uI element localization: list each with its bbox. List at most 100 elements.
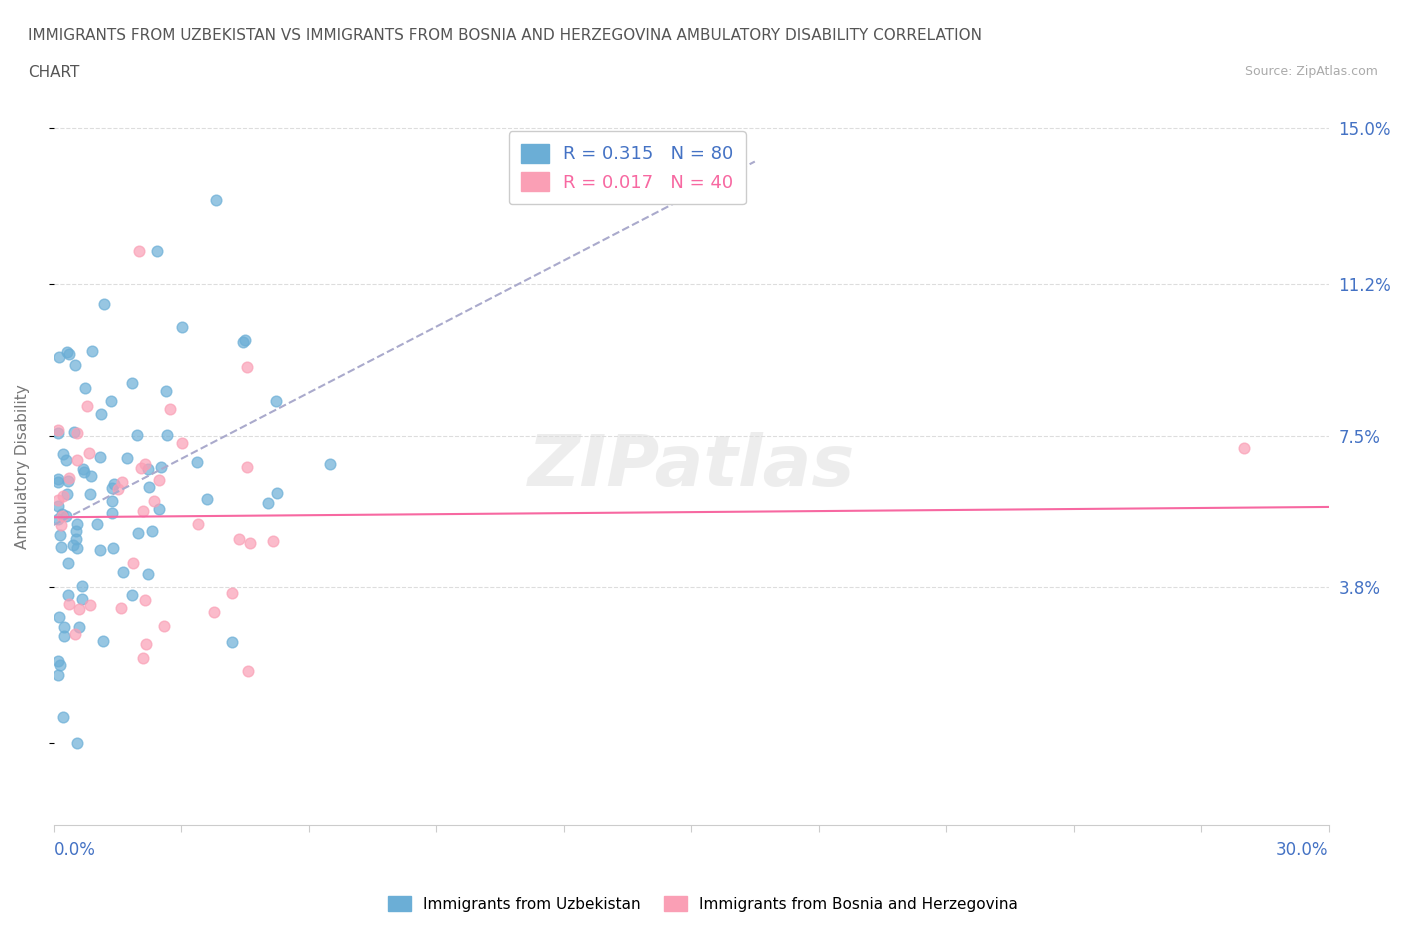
Immigrants from Uzbekistan xyxy=(72,464,94,479)
Immigrants from Bosnia and Herzegovina xyxy=(239,536,262,551)
Immigrants from Uzbekistan xyxy=(195,491,218,506)
Immigrants from Bosnia and Herzegovina xyxy=(76,399,98,414)
Immigrants from Bosnia and Herzegovina xyxy=(142,494,165,509)
Immigrants from Uzbekistan xyxy=(103,476,125,491)
Immigrants from Uzbekistan xyxy=(62,425,84,440)
Text: IMMIGRANTS FROM UZBEKISTAN VS IMMIGRANTS FROM BOSNIA AND HERZEGOVINA AMBULATORY : IMMIGRANTS FROM UZBEKISTAN VS IMMIGRANTS… xyxy=(28,28,983,43)
Immigrants from Bosnia and Herzegovina xyxy=(49,518,72,533)
Legend: Immigrants from Uzbekistan, Immigrants from Bosnia and Herzegovina: Immigrants from Uzbekistan, Immigrants f… xyxy=(382,889,1024,918)
Immigrants from Bosnia and Herzegovina xyxy=(46,422,69,437)
Immigrants from Uzbekistan xyxy=(232,334,254,349)
Immigrants from Bosnia and Herzegovina xyxy=(135,637,157,652)
Immigrants from Uzbekistan xyxy=(48,350,70,365)
Immigrants from Bosnia and Herzegovina xyxy=(221,586,243,601)
Immigrants from Uzbekistan xyxy=(49,658,72,672)
Immigrants from Uzbekistan xyxy=(89,543,111,558)
Immigrants from Bosnia and Herzegovina xyxy=(129,461,152,476)
Immigrants from Uzbekistan xyxy=(93,633,115,648)
Immigrants from Uzbekistan xyxy=(155,384,177,399)
Text: 0.0%: 0.0% xyxy=(53,842,96,859)
Legend: R = 0.315   N = 80, R = 0.017   N = 40: R = 0.315 N = 80, R = 0.017 N = 40 xyxy=(509,131,745,205)
Immigrants from Bosnia and Herzegovina xyxy=(110,600,132,615)
Immigrants from Uzbekistan xyxy=(100,481,122,496)
Immigrants from Uzbekistan xyxy=(46,667,69,682)
Immigrants from Bosnia and Herzegovina xyxy=(134,593,156,608)
Immigrants from Bosnia and Herzegovina xyxy=(67,601,90,616)
Immigrants from Uzbekistan xyxy=(79,469,101,484)
Y-axis label: Ambulatory Disability: Ambulatory Disability xyxy=(15,384,30,549)
Immigrants from Uzbekistan xyxy=(136,462,159,477)
Immigrants from Bosnia and Herzegovina xyxy=(66,453,89,468)
Immigrants from Bosnia and Herzegovina xyxy=(58,597,80,612)
Immigrants from Uzbekistan xyxy=(56,556,79,571)
Immigrants from Uzbekistan xyxy=(264,393,287,408)
Immigrants from Bosnia and Herzegovina xyxy=(187,517,209,532)
Immigrants from Uzbekistan xyxy=(51,540,73,555)
Immigrants from Uzbekistan xyxy=(257,495,280,510)
Immigrants from Uzbekistan xyxy=(70,591,93,606)
Immigrants from Uzbekistan xyxy=(46,475,69,490)
Text: Source: ZipAtlas.com: Source: ZipAtlas.com xyxy=(1244,65,1378,78)
Immigrants from Uzbekistan xyxy=(56,473,79,488)
Immigrants from Bosnia and Herzegovina xyxy=(236,360,259,375)
Immigrants from Bosnia and Herzegovina xyxy=(172,436,194,451)
Immigrants from Bosnia and Herzegovina xyxy=(122,555,145,570)
Immigrants from Bosnia and Herzegovina xyxy=(236,664,259,679)
Immigrants from Uzbekistan xyxy=(79,486,101,501)
Immigrants from Uzbekistan xyxy=(103,540,125,555)
Immigrants from Bosnia and Herzegovina xyxy=(152,619,174,634)
Immigrants from Uzbekistan xyxy=(156,427,179,442)
Immigrants from Uzbekistan xyxy=(55,487,77,502)
Immigrants from Uzbekistan xyxy=(170,319,193,334)
Immigrants from Uzbekistan xyxy=(86,516,108,531)
Immigrants from Bosnia and Herzegovina xyxy=(52,488,75,503)
Text: ZIPatlas: ZIPatlas xyxy=(527,432,855,501)
Text: CHART: CHART xyxy=(28,65,80,80)
Immigrants from Bosnia and Herzegovina xyxy=(1232,441,1254,456)
Immigrants from Bosnia and Herzegovina xyxy=(132,503,155,518)
Immigrants from Uzbekistan xyxy=(100,393,122,408)
Immigrants from Uzbekistan xyxy=(56,587,79,602)
Immigrants from Bosnia and Herzegovina xyxy=(132,650,155,665)
Immigrants from Bosnia and Herzegovina xyxy=(77,445,100,460)
Immigrants from Bosnia and Herzegovina xyxy=(107,482,129,497)
Immigrants from Uzbekistan xyxy=(51,506,73,521)
Immigrants from Uzbekistan xyxy=(46,498,69,513)
Immigrants from Uzbekistan xyxy=(46,654,69,669)
Immigrants from Bosnia and Herzegovina xyxy=(128,244,150,259)
Immigrants from Uzbekistan xyxy=(66,517,89,532)
Text: 30.0%: 30.0% xyxy=(1277,842,1329,859)
Immigrants from Uzbekistan xyxy=(141,524,163,538)
Immigrants from Uzbekistan xyxy=(121,376,143,391)
Immigrants from Uzbekistan xyxy=(125,428,148,443)
Immigrants from Bosnia and Herzegovina xyxy=(262,534,284,549)
Immigrants from Uzbekistan xyxy=(66,541,89,556)
Immigrants from Uzbekistan xyxy=(52,710,75,724)
Immigrants from Uzbekistan xyxy=(93,297,115,312)
Immigrants from Uzbekistan xyxy=(235,333,257,348)
Immigrants from Uzbekistan xyxy=(115,450,138,465)
Immigrants from Uzbekistan xyxy=(46,425,69,440)
Immigrants from Uzbekistan xyxy=(46,512,69,527)
Immigrants from Uzbekistan xyxy=(53,619,76,634)
Immigrants from Bosnia and Herzegovina xyxy=(134,457,156,472)
Immigrants from Uzbekistan xyxy=(48,527,70,542)
Immigrants from Uzbekistan xyxy=(186,455,208,470)
Immigrants from Bosnia and Herzegovina xyxy=(159,402,181,417)
Immigrants from Uzbekistan xyxy=(101,506,124,521)
Immigrants from Bosnia and Herzegovina xyxy=(66,425,89,440)
Immigrants from Uzbekistan xyxy=(70,579,93,594)
Immigrants from Uzbekistan xyxy=(319,457,342,472)
Immigrants from Uzbekistan xyxy=(53,629,76,644)
Immigrants from Uzbekistan xyxy=(67,619,90,634)
Immigrants from Bosnia and Herzegovina xyxy=(204,604,226,619)
Immigrants from Uzbekistan xyxy=(46,472,69,486)
Immigrants from Bosnia and Herzegovina xyxy=(236,459,259,474)
Immigrants from Uzbekistan xyxy=(52,446,75,461)
Immigrants from Uzbekistan xyxy=(89,450,111,465)
Immigrants from Bosnia and Herzegovina xyxy=(58,471,80,485)
Immigrants from Uzbekistan xyxy=(65,524,87,538)
Immigrants from Uzbekistan xyxy=(73,380,96,395)
Immigrants from Bosnia and Herzegovina xyxy=(46,492,69,507)
Immigrants from Uzbekistan xyxy=(111,565,134,579)
